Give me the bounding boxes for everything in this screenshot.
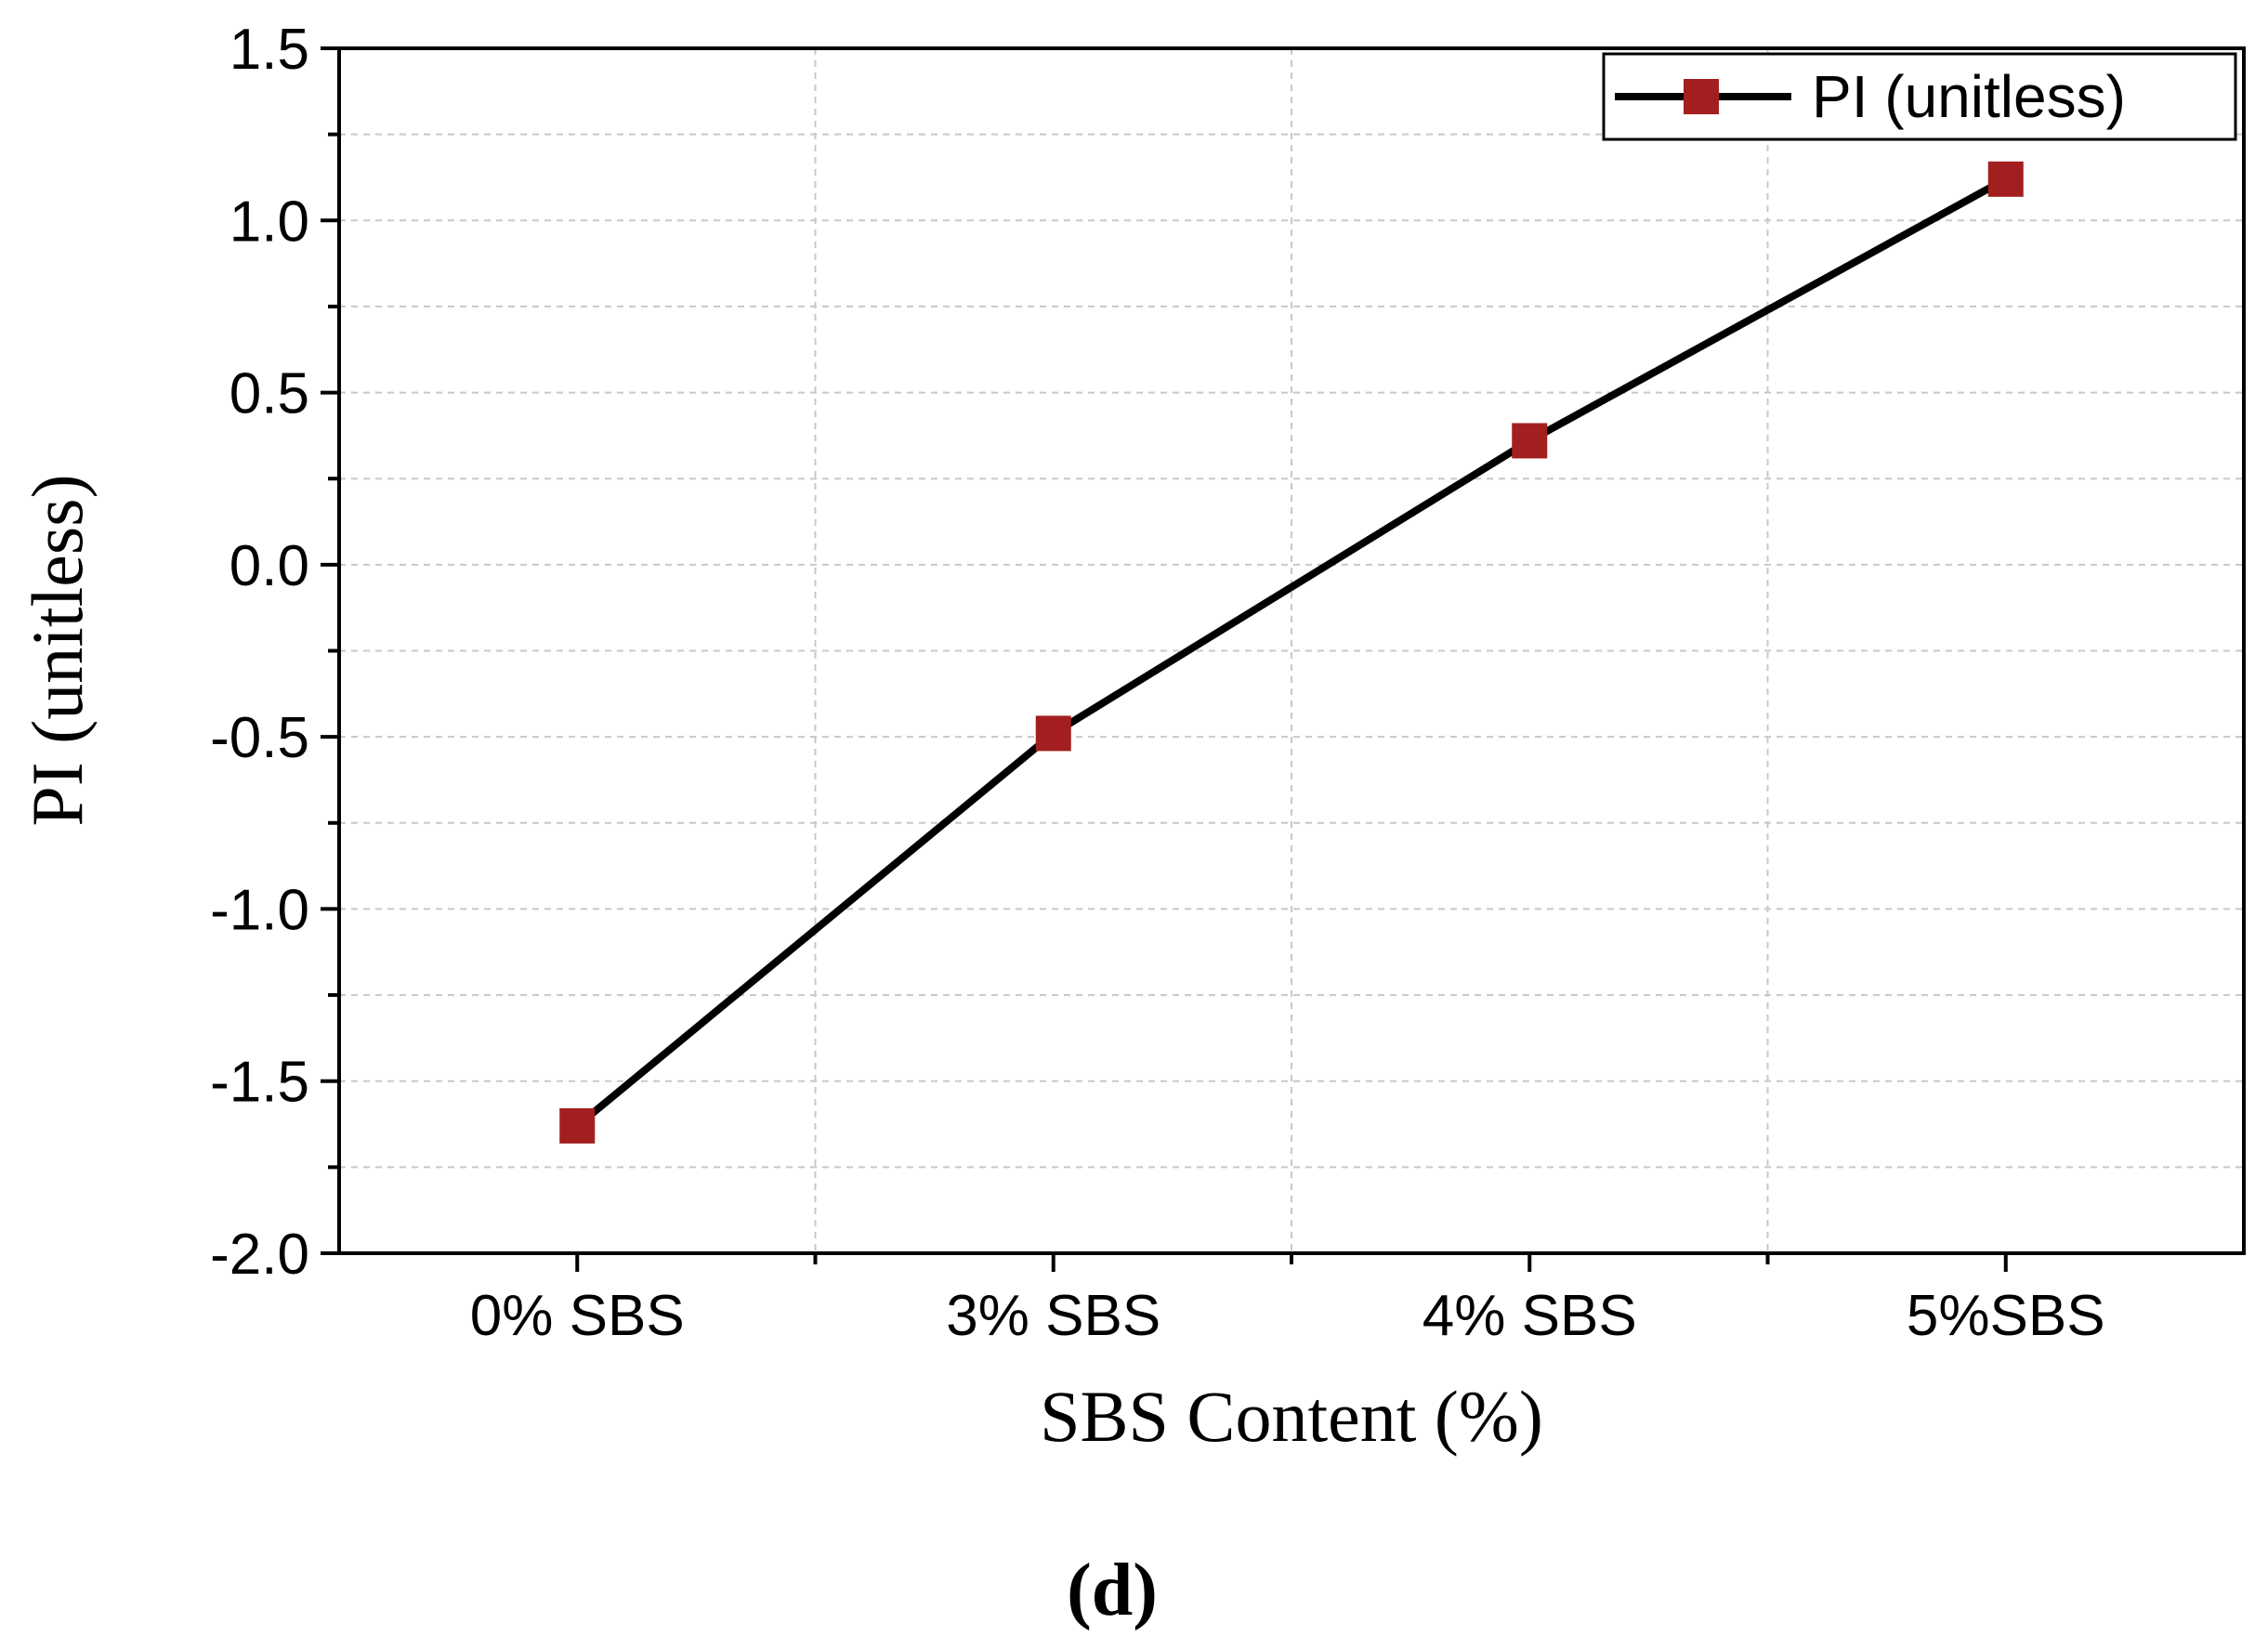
legend-marker-swatch (1684, 79, 1719, 114)
y-tick-label: -2.0 (210, 1223, 309, 1287)
x-tick-label: 4% SBS (1422, 1284, 1637, 1348)
figure-caption: (d) (1067, 1550, 1158, 1631)
y-tick-label: -1.0 (210, 878, 309, 942)
data-point (1035, 715, 1071, 752)
y-tick-label: 0.0 (229, 534, 309, 598)
grid-lines (339, 48, 2244, 1253)
data-point (1512, 423, 1548, 459)
x-axis-title: SBS Content (%) (1040, 1376, 1543, 1457)
x-tick-label: 5%SBS (1907, 1284, 2105, 1348)
legend: PI (unitless) (1602, 52, 2237, 141)
y-tick-label: 1.0 (229, 190, 309, 254)
axis-ticks (321, 46, 2008, 1272)
y-axis-tick-labels: 1.5 1.0 0.5 0.0 -0.5 -1.0 -1.5 -2.0 (210, 18, 309, 1287)
y-tick-label: 0.5 (229, 362, 309, 426)
series-layer (559, 161, 2024, 1144)
series-line (574, 176, 2008, 1129)
x-tick-label: 3% SBS (946, 1284, 1160, 1348)
y-axis-title: PI (unitless) (17, 474, 98, 826)
y-tick-label: -0.5 (210, 706, 309, 770)
y-tick-label: -1.5 (210, 1051, 309, 1115)
data-point (559, 1107, 596, 1144)
x-tick-label: 0% SBS (470, 1284, 685, 1348)
x-axis-tick-labels: 0% SBS 3% SBS 4% SBS 5%SBS (470, 1284, 2105, 1348)
legend-label: PI (unitless) (1812, 63, 2126, 130)
y-tick-label: 1.5 (229, 18, 309, 82)
data-point (1987, 161, 2024, 197)
